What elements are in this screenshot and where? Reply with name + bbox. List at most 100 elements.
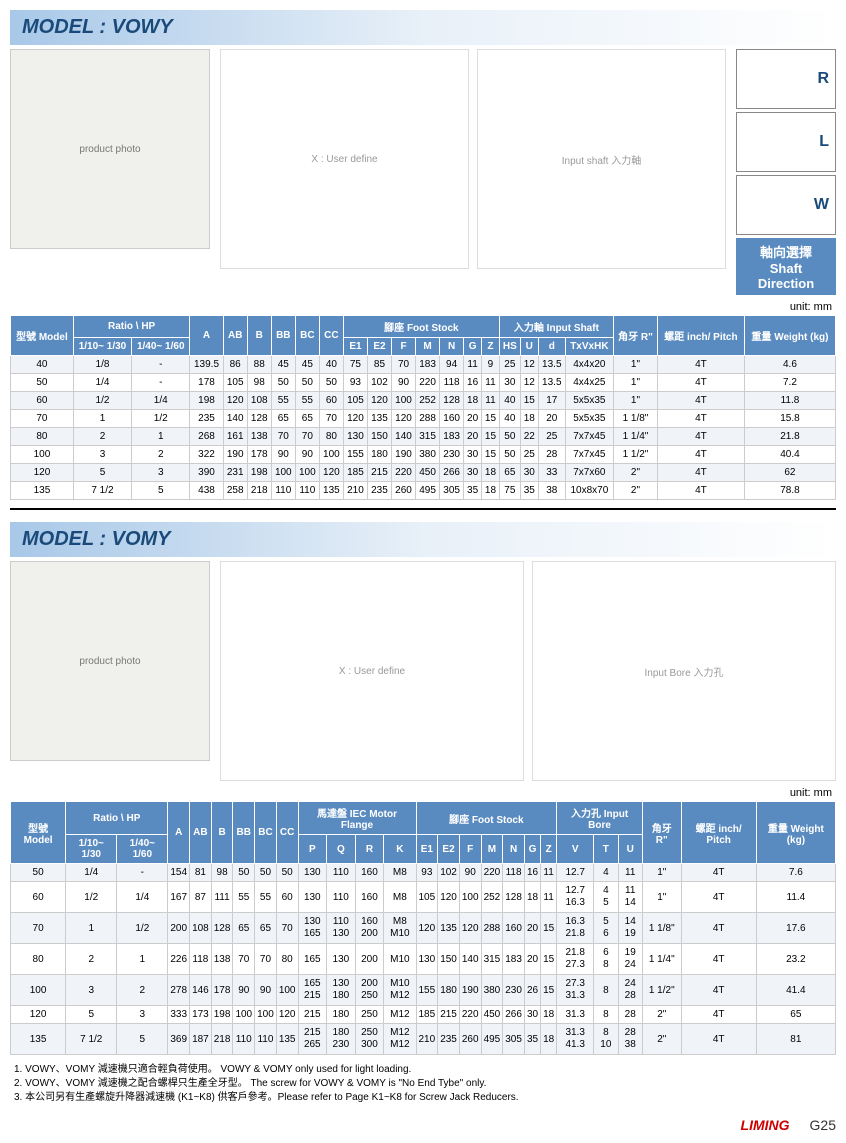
table-cell: 40.4 (744, 446, 835, 464)
table-cell: 110 (327, 864, 356, 882)
table-cell: 40 (11, 356, 74, 374)
table-cell: 185 (416, 1006, 438, 1024)
table-cell: 130 (327, 944, 356, 975)
table-cell: 183 (416, 356, 440, 374)
table-cell: 2838 (618, 1024, 642, 1055)
table-cell: 98 (247, 374, 271, 392)
table-cell: 154 (168, 864, 190, 882)
table-cell: 41.4 (756, 975, 835, 1006)
table-cell: 235 (367, 482, 391, 500)
table-cell: 62 (744, 464, 835, 482)
table-cell: 160 (440, 410, 464, 428)
table-cell: 35 (520, 482, 538, 500)
table-cell: 18 (541, 1006, 557, 1024)
table-cell: 150 (367, 428, 391, 446)
table-cell: 110 (271, 482, 295, 500)
table-cell: 81 (756, 1024, 835, 1055)
table-cell: 11.8 (744, 392, 835, 410)
table-cell: 15.8 (744, 410, 835, 428)
vowy-drawing-1: X : User define (220, 49, 469, 269)
table-cell: 138 (247, 428, 271, 446)
table-cell: 135 (438, 913, 460, 944)
table-cell: 21.827.3 (557, 944, 594, 975)
table-cell: 210 (416, 1024, 438, 1055)
table-cell: 200 (355, 944, 384, 975)
table-cell: 5x5x35 (565, 392, 613, 410)
table-cell: 3 (73, 446, 131, 464)
table-cell: 55 (295, 392, 319, 410)
table-cell: 278 (168, 975, 190, 1006)
table-cell: 20 (464, 410, 482, 428)
table-cell: 3 (66, 975, 117, 1006)
table-cell: 15 (520, 392, 538, 410)
table-cell: 220 (416, 374, 440, 392)
table-cell: 35 (524, 1024, 540, 1055)
table-cell: 20 (538, 410, 565, 428)
table-cell: 90 (459, 864, 481, 882)
table-cell: 60 (11, 392, 74, 410)
table-cell: 135 (276, 1024, 298, 1055)
shaft-r: R (736, 49, 836, 109)
table-cell: 5 (66, 1006, 117, 1024)
table-cell: 60 (319, 392, 343, 410)
table-cell: 495 (481, 1024, 503, 1055)
table-cell: 231 (223, 464, 247, 482)
table-row: 1357 1/253691872181101101352152651802302… (11, 1024, 836, 1055)
table-cell: 105 (223, 374, 247, 392)
table-cell: 128 (503, 882, 525, 913)
table-cell: 130 (343, 428, 367, 446)
vowy-photo: product photo (10, 49, 210, 249)
table-cell: 25 (538, 428, 565, 446)
table-cell: 333 (168, 1006, 190, 1024)
table-cell: 86 (223, 356, 247, 374)
table-cell: 100 (255, 1006, 277, 1024)
table-cell: 4.6 (744, 356, 835, 374)
table-cell: 7.6 (756, 864, 835, 882)
table-cell: 252 (481, 882, 503, 913)
table-cell: 160200 (355, 913, 384, 944)
table-cell: 128 (247, 410, 271, 428)
table-cell: 190 (223, 446, 247, 464)
table-cell: 155 (343, 446, 367, 464)
table-cell: 235 (190, 410, 223, 428)
table-cell: 50 (271, 374, 295, 392)
table-cell: 450 (481, 1006, 503, 1024)
shaft-direction-panel: R L W 軸向選擇Shaft Direction (736, 49, 836, 295)
table-cell: 210 (343, 482, 367, 500)
table-cell: 94 (440, 356, 464, 374)
table-cell: 85 (367, 356, 391, 374)
table-cell: 18 (482, 464, 500, 482)
table-cell: 40 (319, 356, 343, 374)
table-cell: 5 (132, 482, 190, 500)
table-cell: 15 (482, 428, 500, 446)
table-cell: 1/2 (117, 913, 168, 944)
table-cell: 1/2 (73, 392, 131, 410)
table-cell: 108 (190, 913, 212, 944)
table-cell: 17.6 (756, 913, 835, 944)
table-cell: 4T (681, 944, 756, 975)
table-cell: 7x7x45 (565, 446, 613, 464)
table-cell: 118 (440, 374, 464, 392)
table-cell: 20 (524, 944, 540, 975)
table-cell: 102 (438, 864, 460, 882)
table-cell: 60 (11, 882, 66, 913)
table-cell: 215 (298, 1006, 327, 1024)
table-cell: 118 (503, 864, 525, 882)
table-cell: 1 (132, 428, 190, 446)
table-cell: 50 (319, 374, 343, 392)
table-cell: 38 (538, 482, 565, 500)
table-cell: 102 (367, 374, 391, 392)
table-cell: 11 (482, 392, 500, 410)
table-cell: 75 (499, 482, 520, 500)
table-cell: 120 (392, 410, 416, 428)
table-cell: 120 (459, 913, 481, 944)
table-cell: 183 (503, 944, 525, 975)
table-cell: 31.3 (557, 1006, 594, 1024)
table-cell: 8 (594, 1006, 618, 1024)
table-cell: 120 (343, 410, 367, 428)
table-cell: 1 1/4" (642, 944, 681, 975)
table-cell: 322 (190, 446, 223, 464)
table-cell: 4T (681, 864, 756, 882)
table-cell: 50 (233, 864, 255, 882)
table-cell: 215 (367, 464, 391, 482)
